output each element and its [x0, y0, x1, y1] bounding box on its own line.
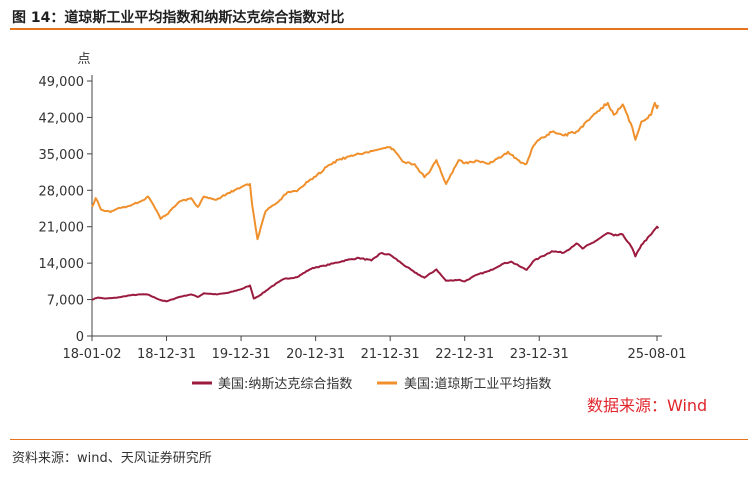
x-tick-label: 25-08-01 [628, 347, 687, 362]
y-tick-label: 21,000 [39, 221, 85, 236]
x-tick-label: 19-12-31 [212, 347, 271, 362]
y-tick-label: 0 [76, 330, 84, 345]
legend-label: 美国:道琼斯工业平均指数 [404, 377, 551, 392]
title-divider [10, 28, 748, 30]
footer-divider [10, 439, 748, 440]
y-tick-label: 28,000 [39, 184, 85, 199]
series-line-dow-jones [91, 101, 660, 241]
y-tick-label: 35,000 [39, 148, 85, 163]
y-tick-label: 7,000 [47, 294, 84, 309]
chart-legend: 美国:纳斯达克综合指数 美国:道琼斯工业平均指数 [192, 377, 551, 392]
y-tick-label: 14,000 [39, 257, 85, 272]
y-tick-label: 42,000 [39, 111, 85, 126]
data-source-note: 数据来源：Wind [587, 396, 707, 415]
y-axis-unit-label: 点 [77, 52, 90, 67]
figure-title: 图 14：道琼斯工业平均指数和纳斯达克综合指数对比 [12, 10, 345, 26]
y-tick-label: 49,000 [39, 75, 85, 90]
x-tick-label: 18-12-31 [137, 347, 196, 362]
legend-label: 美国:纳斯达克综合指数 [218, 377, 352, 392]
x-tick-label: 23-12-31 [510, 347, 569, 362]
figure-source: 资料来源：wind、天风证券研究所 [12, 451, 212, 466]
x-tick-label: 18-01-02 [62, 347, 121, 362]
chart-axes: 点 0 7,000 14,000 21,000 28,000 35,000 42,000 49,… [39, 52, 687, 362]
chart-series [91, 101, 660, 303]
x-tick-label: 21-12-31 [361, 347, 420, 362]
x-tick-label: 20-12-31 [286, 347, 345, 362]
series-line-nasdaq [91, 225, 660, 303]
line-chart: 点 0 7,000 14,000 21,000 28,000 35,000 42,000 49,… [39, 52, 708, 415]
x-tick-label: 22-12-31 [435, 347, 494, 362]
